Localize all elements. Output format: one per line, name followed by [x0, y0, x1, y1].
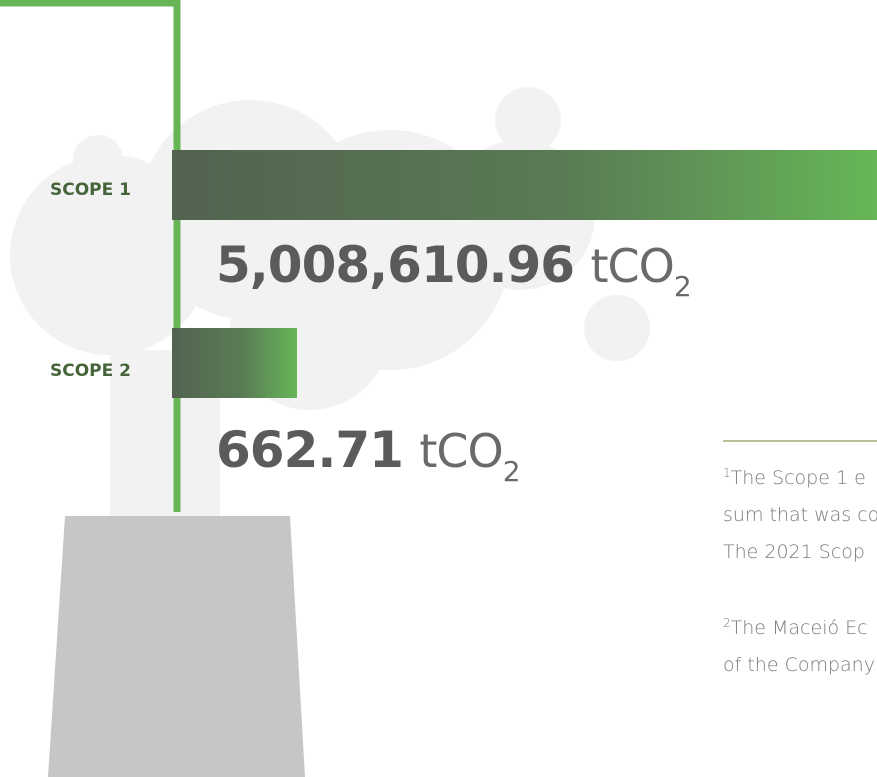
value-unit: tCO	[591, 239, 674, 293]
value-unit-sub: 2	[674, 270, 691, 303]
footnote-line: of the Company	[723, 654, 875, 676]
scope-value: 5,008,610.96 tCO2	[216, 236, 691, 303]
scope-value: 662.71 tCO2	[216, 421, 520, 488]
footnote-line: The 2021 Scop	[723, 541, 865, 563]
scope-label: SCOPE 2	[50, 361, 131, 381]
value-number: 662.71	[216, 421, 403, 479]
cooling-tower	[48, 516, 305, 777]
footnote-line: 1The Scope 1 e	[723, 466, 866, 489]
footnote-text: The Maceió Ec	[731, 617, 868, 639]
footnote-line: 2The Maceió Ec	[723, 616, 868, 639]
scope-bar	[172, 150, 877, 220]
footnote-mark: 2	[723, 616, 731, 630]
value-number: 5,008,610.96	[216, 236, 574, 294]
footnote-line: sum that was co	[723, 504, 877, 526]
scope-label: SCOPE 1	[50, 180, 131, 200]
infographic: SCOPE 1 5,008,610.96 tCO2 SCOPE 2 662.71…	[0, 0, 877, 777]
value-unit-sub: 2	[503, 455, 520, 488]
footnote-text: The Scope 1 e	[731, 467, 866, 489]
scope-bar	[172, 328, 297, 398]
footnotes: 1The Scope 1 e sum that was co The 2021 Sc…	[723, 466, 877, 676]
footnote-mark: 1	[723, 466, 731, 480]
value-unit: tCO	[419, 424, 502, 478]
